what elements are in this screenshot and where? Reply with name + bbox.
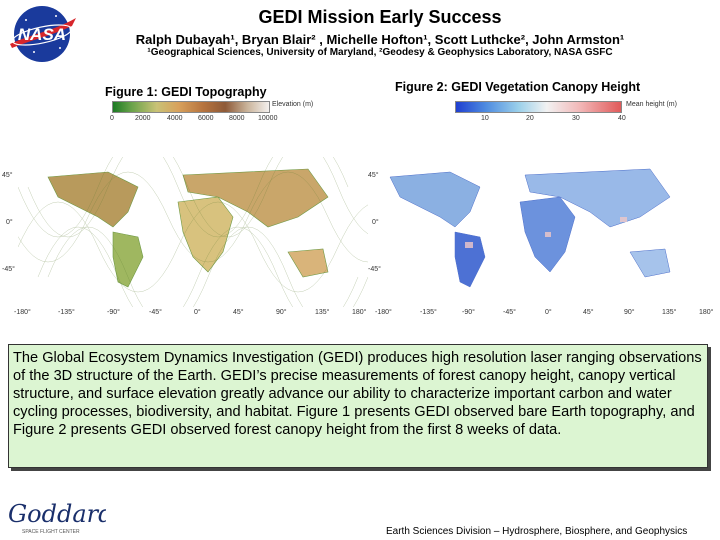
australia-canopy (629, 248, 671, 278)
eurasia-canopy (524, 168, 671, 228)
colorbar-tick: 8000 (229, 115, 245, 122)
canopy-height-colorbar-label: Mean height (m) (626, 101, 677, 108)
colorbar-tick: 30 (572, 115, 580, 122)
elevation-colorbar-label: Elevation (m) (272, 101, 314, 108)
lon-tick: 135° (662, 309, 677, 316)
colorbar-tick: 4000 (167, 115, 183, 122)
lat-tick: -45° (368, 266, 381, 273)
lat-tick: 0° (6, 219, 13, 226)
colorbar-tick: 2000 (135, 115, 151, 122)
goddard-logo: Goddard SPACE FLIGHT CENTER (8, 500, 106, 535)
canopy-height-map (370, 157, 720, 307)
colorbar-tick: 40 (618, 115, 626, 122)
goddard-logo-text: Goddard (8, 500, 106, 528)
author-list: Ralph Dubayah¹, Bryan Blair² , Michelle … (135, 32, 625, 47)
lon-tick: 180° (352, 309, 367, 316)
lon-tick: 45° (233, 309, 244, 316)
lat-tick: 45° (2, 172, 13, 179)
lon-tick: 45° (583, 309, 594, 316)
lon-tick: 0° (545, 309, 552, 316)
figure1-title: Figure 1: GEDI Topography (105, 85, 267, 99)
lon-tick: -90° (462, 309, 475, 316)
north-america-landmass (47, 171, 139, 228)
south-america-landmass (112, 231, 144, 288)
description-panel: The Global Ecosystem Dynamics Investigat… (8, 344, 708, 468)
africa-landmass (177, 196, 234, 273)
poster-title: GEDI Mission Early Success (258, 7, 502, 27)
lon-tick: -135° (58, 309, 75, 316)
lon-tick: 0° (194, 309, 201, 316)
lon-tick: 90° (624, 309, 635, 316)
south-america-canopy (454, 231, 486, 288)
australia-landmass (287, 248, 329, 278)
lon-tick: -90° (107, 309, 120, 316)
colorbar-tick: 10000 (258, 115, 278, 122)
figure2-title: Figure 2: GEDI Vegetation Canopy Height (395, 80, 641, 94)
lon-tick: -180° (375, 309, 392, 316)
colorbar-tick: 6000 (198, 115, 214, 122)
nasa-logo-text: NASA (18, 25, 66, 44)
lon-tick: 90° (276, 309, 287, 316)
lon-tick: 180° (699, 309, 714, 316)
canopy-height-colorbar (455, 101, 622, 113)
lat-tick: -45° (2, 266, 15, 273)
lon-tick: -45° (149, 309, 162, 316)
affiliations: ¹Geographical Sciences, University of Ma… (147, 47, 613, 58)
tall-canopy-patches (465, 217, 627, 248)
colorbar-tick: 20 (526, 115, 534, 122)
lon-tick: 135° (315, 309, 330, 316)
goddard-logo-subtext: SPACE FLIGHT CENTER (22, 529, 80, 535)
colorbar-tick: 10 (481, 115, 489, 122)
lon-tick: -135° (420, 309, 437, 316)
footer-text: Earth Sciences Division – Hydrosphere, B… (386, 526, 688, 537)
eurasia-landmass (182, 168, 329, 228)
lon-tick: -45° (503, 309, 516, 316)
topography-map (18, 157, 368, 307)
lon-tick: -180° (14, 309, 31, 316)
north-america-canopy (389, 171, 481, 228)
lat-tick: 45° (368, 172, 379, 179)
lat-tick: 0° (372, 219, 379, 226)
elevation-colorbar (112, 101, 270, 113)
colorbar-tick: 0 (110, 115, 114, 122)
nasa-logo: NASA (10, 6, 76, 62)
